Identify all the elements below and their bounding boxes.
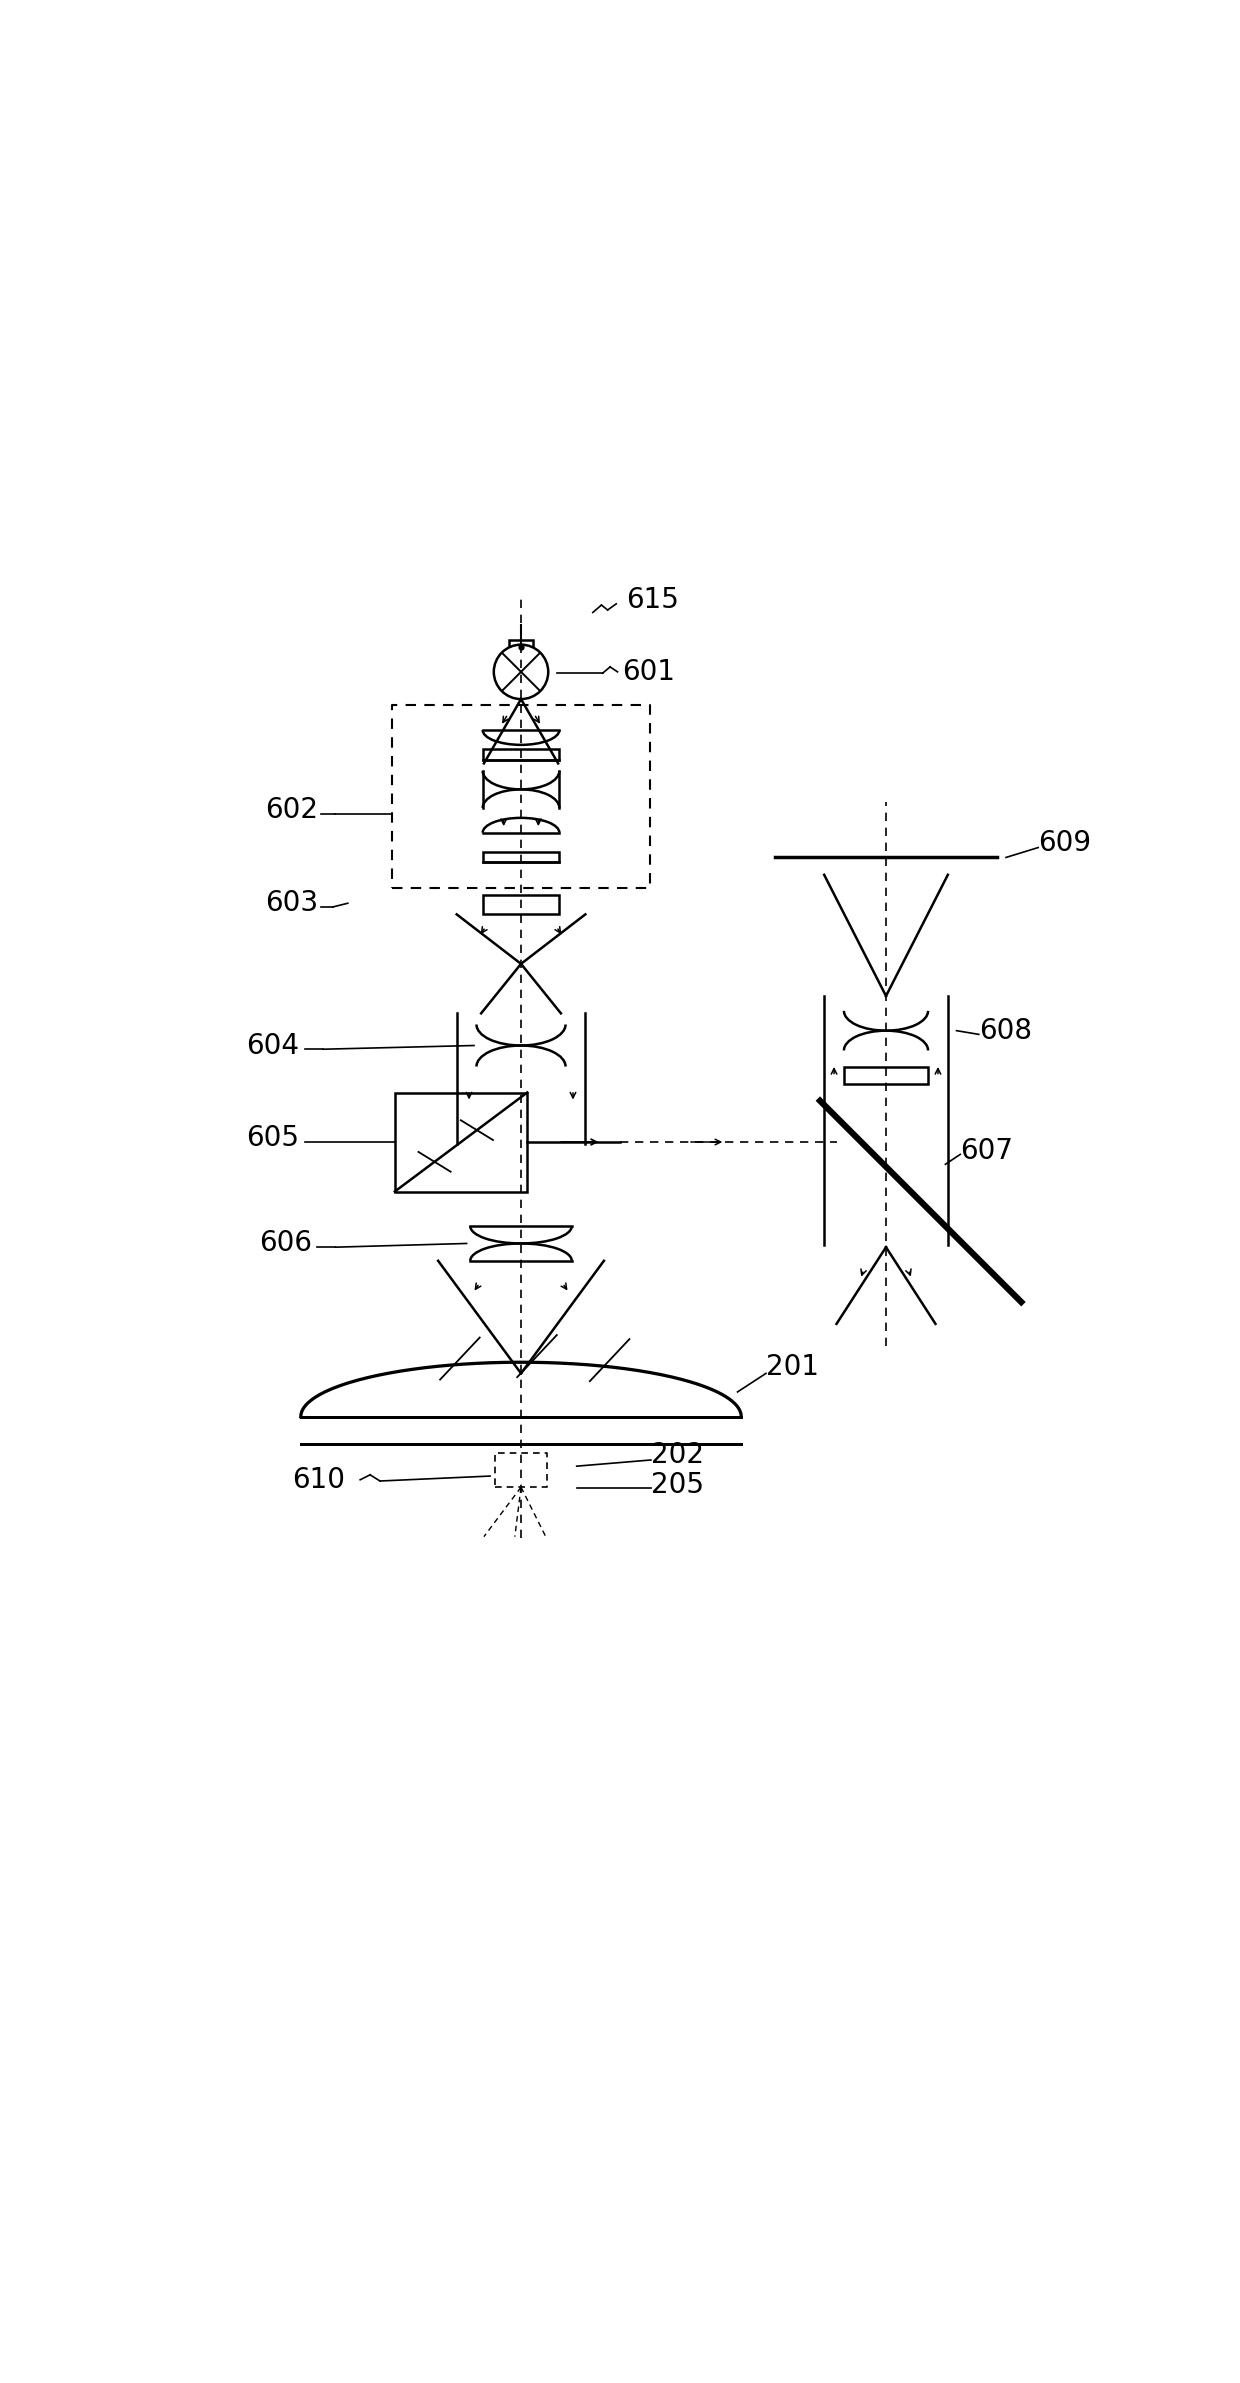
Text: 205: 205 — [651, 1470, 704, 1499]
Bar — [482, 748, 559, 760]
Text: 603: 603 — [265, 889, 317, 917]
Bar — [394, 1091, 527, 1192]
Text: 609: 609 — [1038, 829, 1091, 855]
Text: 605: 605 — [247, 1125, 299, 1153]
Bar — [482, 853, 559, 863]
Text: 607: 607 — [960, 1137, 1013, 1165]
Circle shape — [494, 646, 548, 698]
Bar — [508, 639, 533, 648]
Text: 202: 202 — [651, 1442, 704, 1468]
Text: 201: 201 — [766, 1354, 818, 1382]
Text: 615: 615 — [626, 586, 680, 615]
Bar — [482, 894, 559, 915]
Text: 604: 604 — [247, 1032, 299, 1060]
Text: 608: 608 — [978, 1018, 1032, 1044]
Bar — [844, 1068, 928, 1084]
Text: 601: 601 — [622, 658, 676, 686]
Text: 606: 606 — [259, 1230, 311, 1258]
Text: 602: 602 — [265, 796, 317, 825]
Text: 610: 610 — [293, 1466, 345, 1494]
